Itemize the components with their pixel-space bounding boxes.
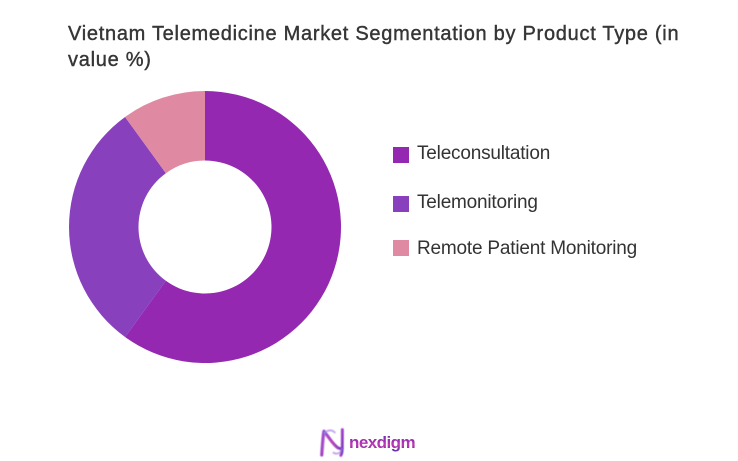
svg-text:nexdigm: nexdigm [349, 433, 415, 452]
